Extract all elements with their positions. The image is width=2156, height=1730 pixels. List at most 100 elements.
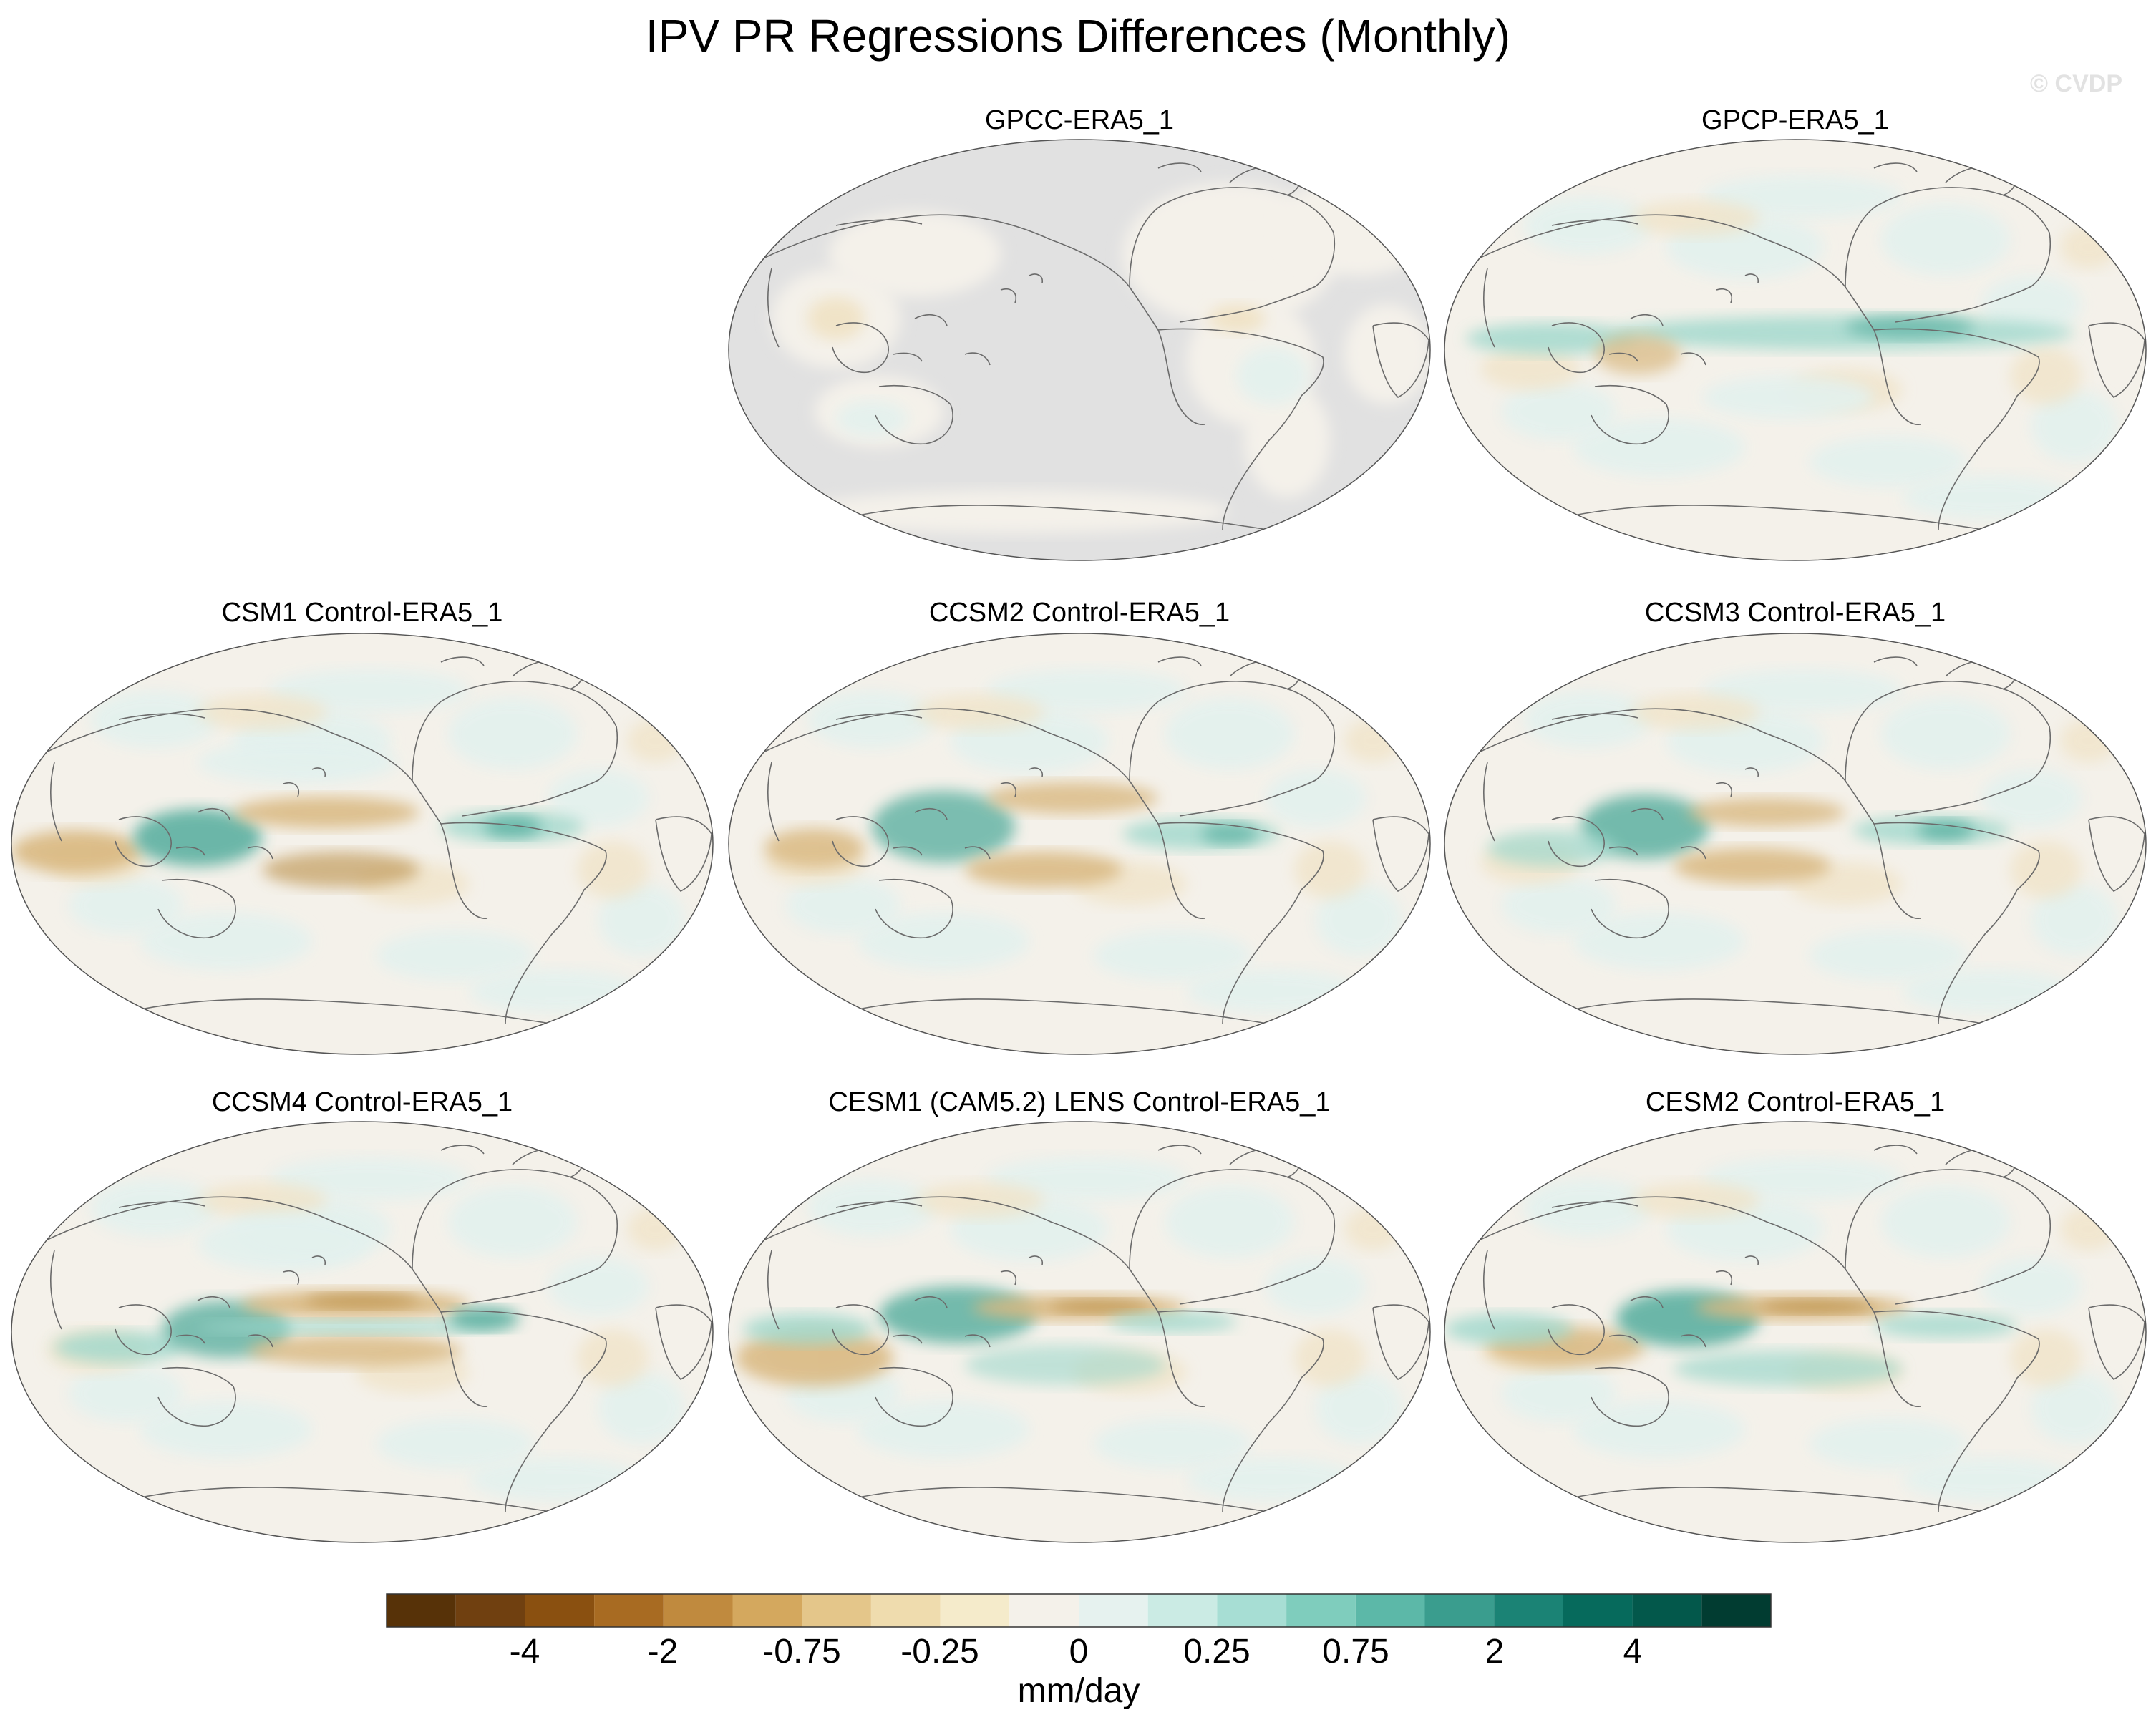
globe-map — [11, 633, 714, 1055]
light-teal-patch — [858, 913, 1029, 970]
colorbar-box — [1632, 1594, 1702, 1627]
light-teal-patch — [1903, 1458, 2074, 1501]
brown-band — [248, 1335, 462, 1366]
light-brown-patch — [807, 297, 865, 340]
light-teal-patch — [986, 669, 1187, 712]
light-teal-patch — [1702, 669, 1903, 712]
light-teal-patch — [2031, 390, 2117, 462]
teal-center — [1845, 316, 1974, 339]
colorbar-tick-label: -2 — [648, 1633, 679, 1671]
light-teal-patch — [1094, 930, 1251, 981]
teal-band — [743, 1313, 872, 1345]
light-brown-patch — [577, 1329, 649, 1386]
map-panel: CCSM3 Control-ERA5_1 — [1444, 598, 2147, 1055]
light-brown-patch — [1480, 347, 1580, 390]
colorbar-tick-label: -0.75 — [762, 1633, 840, 1671]
light-teal-patch — [1881, 1186, 2010, 1258]
light-teal-patch — [986, 1157, 1187, 1200]
light-teal-patch — [1903, 476, 2074, 519]
teal-patch — [1702, 376, 1874, 419]
light-teal-patch — [598, 884, 684, 956]
light-brown-patch — [1344, 719, 1402, 762]
colorbar-tick-label: -0.25 — [900, 1633, 979, 1671]
panel-title: GPCP-ERA5_1 — [1701, 105, 1889, 135]
colorbar-box — [1424, 1594, 1495, 1627]
panel-title: CSM1 Control-ERA5_1 — [222, 598, 503, 628]
brown-band — [986, 782, 1158, 814]
light-teal-patch — [807, 1179, 936, 1236]
teal-center — [484, 816, 541, 837]
light-teal-patch — [1810, 437, 1967, 487]
map-panel: CCSM4 Control-ERA5_1 — [11, 1087, 714, 1543]
land-field — [1344, 304, 1430, 404]
colorbar-tick-label: 0.75 — [1322, 1633, 1389, 1671]
globe-outline — [728, 633, 1431, 1055]
colorbar-boxes — [386, 1593, 1772, 1628]
light-teal-patch — [807, 691, 936, 748]
globe-map — [728, 1121, 1431, 1543]
teal-center — [1917, 820, 1974, 840]
globe-outline — [1444, 1121, 2147, 1543]
map-panel: CCSM2 Control-ERA5_1 — [728, 598, 1431, 1055]
colorbar-tick-label: 0 — [1069, 1633, 1089, 1671]
teal-center — [133, 809, 262, 866]
map-panel: CESM2 Control-ERA5_1 — [1444, 1087, 2147, 1543]
light-teal-patch — [598, 1372, 684, 1444]
teal-band — [1108, 1312, 1237, 1332]
light-teal-patch — [1523, 691, 1652, 748]
teal-band — [1674, 1351, 1903, 1386]
light-teal-patch — [448, 698, 577, 769]
panel-title: CCSM3 Control-ERA5_1 — [1645, 598, 1946, 628]
brown-band — [305, 1293, 419, 1308]
teal-patch — [198, 741, 398, 784]
light-brown-patch — [1344, 1207, 1402, 1250]
light-brown-patch — [1294, 841, 1366, 898]
panel-grid: GPCC-ERA5_1 GPCP-ERA5_1 CSM1 Control-ERA5_… — [11, 105, 2147, 1543]
colorbar-box — [1286, 1594, 1356, 1627]
colorbar-tick-label: 4 — [1623, 1633, 1643, 1671]
light-teal-patch — [858, 1401, 1029, 1458]
brown-patch — [1595, 334, 1681, 374]
light-teal-patch — [1702, 1157, 1903, 1200]
light-teal-patch — [1881, 204, 2010, 276]
light-teal-patch — [1810, 930, 1967, 981]
light-teal-patch — [269, 669, 470, 712]
colorbar: -4 -2 -0.75 -0.25 0 0.25 0.75 2 4 mm/day — [386, 1593, 1772, 1710]
light-teal-patch — [786, 877, 900, 934]
teal-band — [1874, 1313, 2017, 1338]
light-teal-patch — [548, 769, 649, 827]
light-teal-patch — [1903, 970, 2074, 1013]
light-teal-patch — [836, 401, 908, 437]
land-field — [800, 490, 1230, 533]
light-teal-patch — [1502, 383, 1616, 440]
colorbar-box — [802, 1594, 871, 1627]
colorbar-box — [663, 1594, 733, 1627]
light-teal-patch — [470, 1458, 641, 1501]
panel-title: CCSM4 Control-ERA5_1 — [212, 1087, 513, 1117]
colorbar-box — [1355, 1594, 1425, 1627]
light-brown-patch — [2010, 347, 2082, 404]
colorbar-units-label: mm/day — [1018, 1672, 1140, 1710]
colorbar-box — [1217, 1594, 1287, 1627]
colorbar-box — [870, 1594, 941, 1627]
globe-outline — [1444, 139, 2147, 561]
light-brown-patch — [2060, 1207, 2117, 1250]
colorbar-box — [387, 1594, 456, 1627]
map-panel: CSM1 Control-ERA5_1 — [11, 598, 714, 1055]
light-teal-patch — [1187, 970, 1359, 1013]
light-teal-patch — [1502, 1365, 1616, 1422]
light-teal-patch — [1165, 698, 1294, 769]
colorbar-tick-label: -4 — [510, 1633, 540, 1671]
light-teal-patch — [1266, 769, 1366, 827]
colorbar-box — [1079, 1594, 1148, 1627]
land-field — [1280, 175, 1430, 276]
light-brown-patch — [2060, 719, 2117, 762]
light-teal-patch — [1573, 913, 1745, 970]
light-teal-patch — [1266, 1258, 1366, 1315]
light-brown-patch — [1294, 1329, 1366, 1386]
teal-band — [1616, 316, 2074, 350]
map-panel: GPCC-ERA5_1 — [728, 105, 1431, 561]
land-field — [829, 211, 1001, 297]
colorbar-box — [1494, 1594, 1563, 1627]
map-panel: GPCP-ERA5_1 — [1444, 105, 2147, 561]
